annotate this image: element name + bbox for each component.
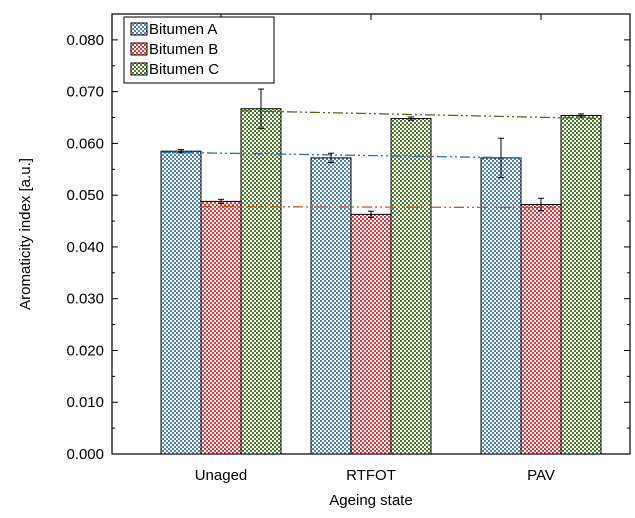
trend-lines-group <box>160 110 602 209</box>
trend-line-bitumen-c <box>240 110 602 120</box>
bars-group <box>160 108 602 455</box>
y-axis-title: Aromaticity index [a.u.] <box>17 158 34 310</box>
legend-label-bitumen-b: Bitumen B <box>149 41 218 58</box>
bar-bitumen-b-pav <box>520 203 562 455</box>
x-tick-label: Unaged <box>195 467 248 484</box>
bar-bitumen-c-rtfot <box>390 118 432 455</box>
error-bars-group <box>178 88 584 218</box>
bar-bitumen-a-pav <box>480 157 522 455</box>
bar-bitumen-a-unaged <box>160 150 202 455</box>
y-tick-label: 0.010 <box>66 394 104 411</box>
legend-swatch-bitumen-b <box>130 42 148 56</box>
y-tick-label: 0.050 <box>66 187 104 204</box>
legend-box <box>123 16 275 84</box>
legend: Bitumen A Bitumen B Bitumen C <box>123 16 275 84</box>
bar-bitumen-c-pav <box>560 114 602 455</box>
bar-bitumen-a-rtfot <box>310 157 352 455</box>
x-axis-title: Ageing state <box>329 492 412 509</box>
trend-line-bitumen-b <box>200 205 562 209</box>
y-tick-label: 0.060 <box>66 135 104 152</box>
y-tick-label: 0.020 <box>66 342 104 359</box>
legend-swatch-bitumen-a <box>130 22 148 36</box>
x-tick-label: PAV <box>527 467 555 484</box>
legend-swatch-bitumen-c <box>130 62 148 76</box>
trend-line-bitumen-a <box>160 151 522 159</box>
bar-bitumen-c-unaged <box>240 108 282 455</box>
x-axis: Unaged RTFOT PAV <box>195 14 555 484</box>
y-tick-label: 0.040 <box>66 239 104 256</box>
y-tick-label: 0.080 <box>66 32 104 49</box>
y-tick-label: 0.070 <box>66 84 104 101</box>
legend-label-bitumen-a: Bitumen A <box>149 21 217 38</box>
legend-label-bitumen-c: Bitumen C <box>149 61 219 78</box>
x-tick-label: RTFOT <box>346 467 396 484</box>
y-tick-label: 0.030 <box>66 291 104 308</box>
y-tick-label: 0.000 <box>66 446 104 463</box>
bar-bitumen-b-rtfot <box>350 213 392 455</box>
bar-bitumen-b-unaged <box>200 200 242 455</box>
y-axis: 0.000 0.010 0.020 0.030 0.040 0.050 0.060 0.070… <box>66 32 630 463</box>
